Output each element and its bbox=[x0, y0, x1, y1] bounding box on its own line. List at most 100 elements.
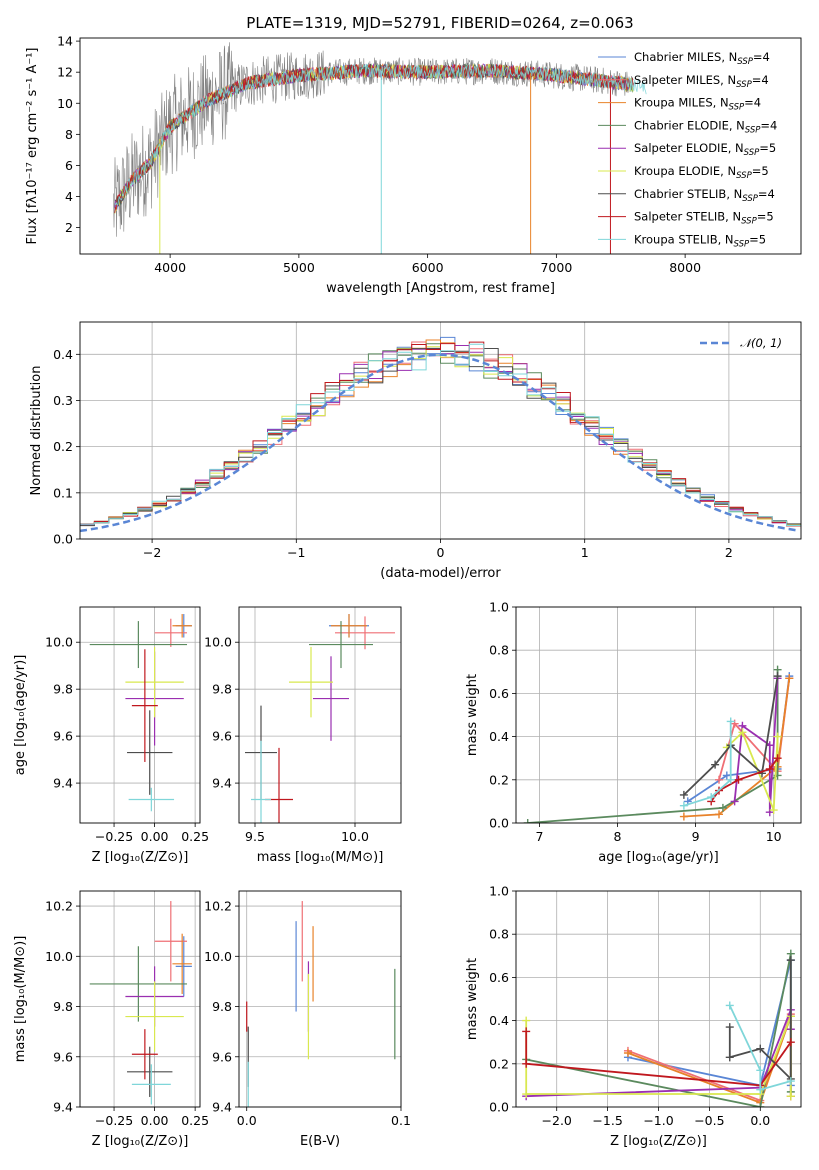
x-tick-label: −1.5 bbox=[592, 1113, 622, 1128]
axes-frame bbox=[79, 606, 201, 824]
y-tick-label: 0.4 bbox=[489, 1013, 509, 1028]
x-axis-label: (data-model)/error bbox=[380, 566, 501, 581]
mass-weight-marker bbox=[786, 956, 795, 965]
errorbar-point bbox=[335, 616, 395, 650]
mass-weight-marker bbox=[522, 1016, 531, 1025]
residual-histogram bbox=[80, 343, 801, 529]
mass-weight-marker bbox=[785, 674, 794, 683]
legend-entry: Chabrier MILES, NSSP=4 bbox=[634, 50, 770, 67]
x-tick-label: 0.00 bbox=[141, 829, 169, 844]
mass-weight-series bbox=[523, 665, 782, 823]
y-tick-label: 10 bbox=[57, 96, 73, 111]
x-tick-label: 0.0 bbox=[750, 1113, 770, 1128]
mass-weight-line bbox=[527, 669, 779, 823]
errorbar-point bbox=[125, 981, 184, 1052]
errorbar-point bbox=[131, 649, 158, 762]
spectrum-title: PLATE=1319, MJD=52791, FIBERID=0264, z=0… bbox=[246, 14, 633, 32]
y-tick-label: 9.6 bbox=[212, 729, 232, 744]
plot-area bbox=[522, 949, 795, 1107]
mass-weight-marker bbox=[679, 801, 688, 810]
errorbar-point bbox=[175, 936, 192, 997]
axes-frame bbox=[238, 606, 402, 824]
y-tick-label: 4 bbox=[65, 189, 73, 204]
x-tick-label: −2 bbox=[143, 545, 161, 560]
y-tick-label: 1.0 bbox=[489, 600, 509, 615]
x-tick-label: 0 bbox=[437, 545, 445, 560]
axes-frame bbox=[79, 321, 802, 540]
plot-area bbox=[89, 614, 192, 812]
y-axis-label: Flux [fλ10⁻¹⁷ erg cm⁻² s⁻¹ A⁻¹] bbox=[25, 48, 40, 245]
y-tick-label: 0.0 bbox=[53, 532, 73, 547]
plot-area bbox=[80, 336, 801, 533]
x-axis-label: mass [log₁₀(M/M⊙)] bbox=[257, 850, 384, 865]
mass-weight-marker bbox=[786, 1038, 795, 1047]
y-axis-label: mass [log₁₀(M/M⊙)] bbox=[13, 936, 28, 1063]
plot-area bbox=[246, 901, 396, 1107]
panel-spectrum: 4000 5000 6000 7000 8000 2 4 6 8 10 12 14 wavelength… bbox=[25, 34, 802, 296]
errorbar-point bbox=[127, 710, 173, 795]
y-tick-label: 10.2 bbox=[204, 899, 232, 914]
legend-entry: Salpeter ELODIE, NSSP=5 bbox=[634, 141, 776, 158]
x-tick-label: −2.0 bbox=[542, 1113, 572, 1128]
y-tick-label: 10.0 bbox=[204, 635, 232, 650]
y-tick-label: 10.2 bbox=[45, 899, 73, 914]
y-axis-label: age [log₁₀(age/yr)] bbox=[13, 655, 28, 776]
mass-weight-line bbox=[683, 721, 732, 807]
errorbar-point bbox=[89, 946, 188, 1022]
mass-weight-series bbox=[707, 754, 782, 806]
errorbar-point bbox=[313, 656, 349, 741]
y-tick-label: 9.6 bbox=[53, 729, 73, 744]
mass-weight-marker bbox=[786, 1092, 795, 1101]
spectrum-legend: Chabrier MILES, NSSP=4 Salpeter MILES, NS… bbox=[598, 50, 777, 249]
x-axis-label: Z [log₁₀(Z/Z⊙)] bbox=[92, 850, 189, 865]
mass-weight-series bbox=[722, 728, 782, 815]
mass-weight-marker bbox=[773, 732, 782, 741]
mass-weight-marker bbox=[786, 1077, 795, 1086]
mass-weight-marker bbox=[765, 765, 774, 773]
mass-weight-marker bbox=[726, 717, 735, 726]
x-tick-label: 9.5 bbox=[245, 829, 265, 844]
mass-weight-marker bbox=[738, 728, 747, 737]
errorbar-point bbox=[131, 1029, 158, 1080]
mass-weight-marker bbox=[522, 1027, 531, 1036]
panel-mass-vs-EBV: 0.0 0.1 9.4 9.6 9.8 10.0 10.2 E(B-V) bbox=[204, 890, 411, 1149]
gaussian-curve bbox=[80, 353, 799, 533]
mass-weight-marker bbox=[725, 1023, 734, 1032]
mass-weight-series bbox=[725, 1001, 795, 1094]
mass-weight-marker bbox=[722, 771, 731, 780]
y-tick-label: 0.8 bbox=[489, 927, 509, 942]
spectrum-data-line bbox=[113, 42, 634, 237]
x-tick-label: −1.0 bbox=[643, 1113, 673, 1128]
y-tick-label: 8 bbox=[65, 127, 73, 142]
y-axis-label: mass weight bbox=[465, 674, 480, 756]
mass-weight-marker bbox=[522, 1090, 531, 1099]
mass-weight-marker bbox=[522, 1059, 531, 1068]
x-tick-label: 0.25 bbox=[181, 829, 209, 844]
axes-frame bbox=[515, 606, 802, 824]
mass-weight-marker bbox=[773, 754, 782, 763]
legend-entry: Salpeter STELIB, NSSP=5 bbox=[634, 210, 774, 227]
y-tick-label: 9.4 bbox=[212, 776, 232, 791]
plot-area bbox=[89, 901, 192, 1105]
y-tick-label: 1.0 bbox=[489, 884, 509, 899]
x-tick-label: 7 bbox=[535, 829, 543, 844]
mass-weight-marker bbox=[730, 797, 739, 806]
mass-weight-marker bbox=[623, 1049, 632, 1057]
mass-weight-marker bbox=[726, 775, 735, 784]
plot-area bbox=[113, 42, 647, 254]
mass-weight-series bbox=[679, 717, 735, 810]
mass-weight-marker bbox=[734, 775, 743, 784]
y-tick-label: 9.4 bbox=[53, 776, 73, 791]
errorbar-point bbox=[331, 614, 367, 638]
mass-weight-marker bbox=[715, 810, 724, 819]
errorbar-point bbox=[89, 621, 188, 669]
y-tick-label: 9.8 bbox=[212, 682, 232, 697]
mass-weight-marker bbox=[756, 1103, 765, 1107]
x-tick-label: −1 bbox=[287, 545, 305, 560]
x-tick-label: 4000 bbox=[154, 260, 186, 275]
mass-weight-marker bbox=[679, 790, 688, 799]
legend-entry: Chabrier ELODIE, NSSP=4 bbox=[634, 118, 777, 135]
panel-age-vs-mass: 9.5 10.0 9.4 9.6 9.8 10.0 mass [log₁₀(M/M⊙)] bbox=[204, 606, 402, 865]
y-tick-label: 0.0 bbox=[489, 1100, 509, 1115]
